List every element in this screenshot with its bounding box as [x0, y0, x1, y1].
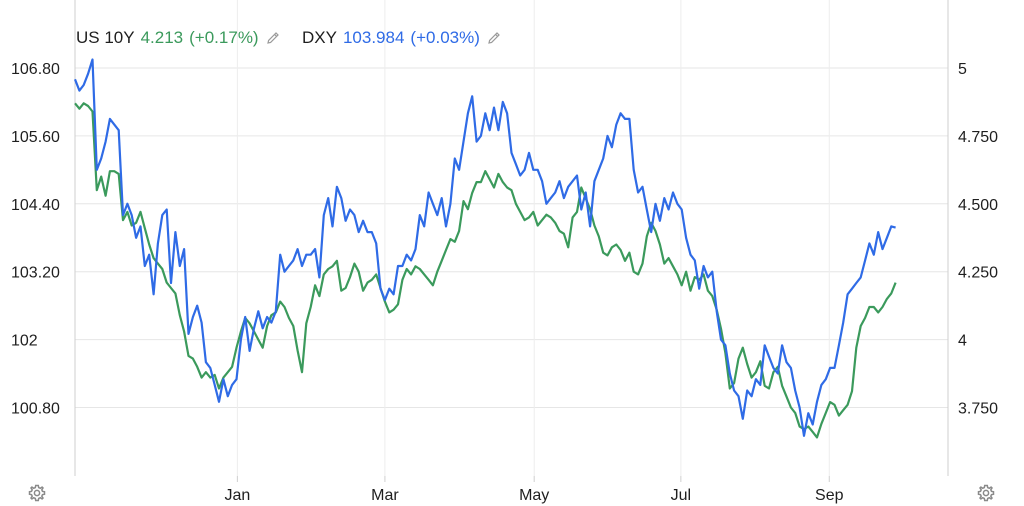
y-right-tick-label: 5 — [958, 61, 967, 78]
y-left-tick-label: 106.80 — [11, 61, 60, 78]
x-tick-label: Jul — [671, 487, 691, 504]
series-line-dxy — [73, 58, 896, 437]
legend-us10y[interactable]: US 10Y 4.213 (+0.17%) — [76, 27, 281, 49]
y-right-tick-label: 4.500 — [958, 197, 998, 214]
legend-us10y-name: US 10Y — [76, 28, 135, 47]
y-right-tick-label: 4 — [958, 333, 967, 350]
y-left-tick-label: 100.80 — [11, 401, 60, 418]
legend-dxy-value: 103.984 — [342, 28, 405, 47]
y-right-tick-label: 4.250 — [958, 265, 998, 282]
gear-icon[interactable] — [27, 483, 47, 503]
legend-us10y-value: 4.213 — [140, 28, 184, 47]
x-tick-label: Jan — [224, 487, 250, 504]
legend-us10y-change: (+0.17%) — [189, 28, 259, 47]
series-line-us10y — [74, 102, 897, 439]
x-tick-label: May — [519, 487, 549, 504]
y-right-tick-label: 3.750 — [958, 401, 998, 418]
y-right-tick-label: 4.750 — [958, 129, 998, 146]
y-left-tick-label: 102 — [11, 333, 38, 350]
x-tick-label: Sep — [815, 487, 844, 504]
legend-dxy-name: DXY — [302, 28, 337, 47]
pencil-icon[interactable] — [486, 30, 502, 46]
y-left-tick-label: 104.40 — [11, 197, 60, 214]
x-tick-label: Mar — [371, 487, 399, 504]
gear-icon[interactable] — [976, 483, 996, 503]
pencil-icon[interactable] — [265, 30, 281, 46]
y-left-tick-label: 105.60 — [11, 129, 60, 146]
legend-dxy-change: (+0.03%) — [410, 28, 480, 47]
legend-dxy[interactable]: DXY 103.984 (+0.03%) — [302, 27, 502, 49]
y-left-tick-label: 103.20 — [11, 265, 60, 282]
